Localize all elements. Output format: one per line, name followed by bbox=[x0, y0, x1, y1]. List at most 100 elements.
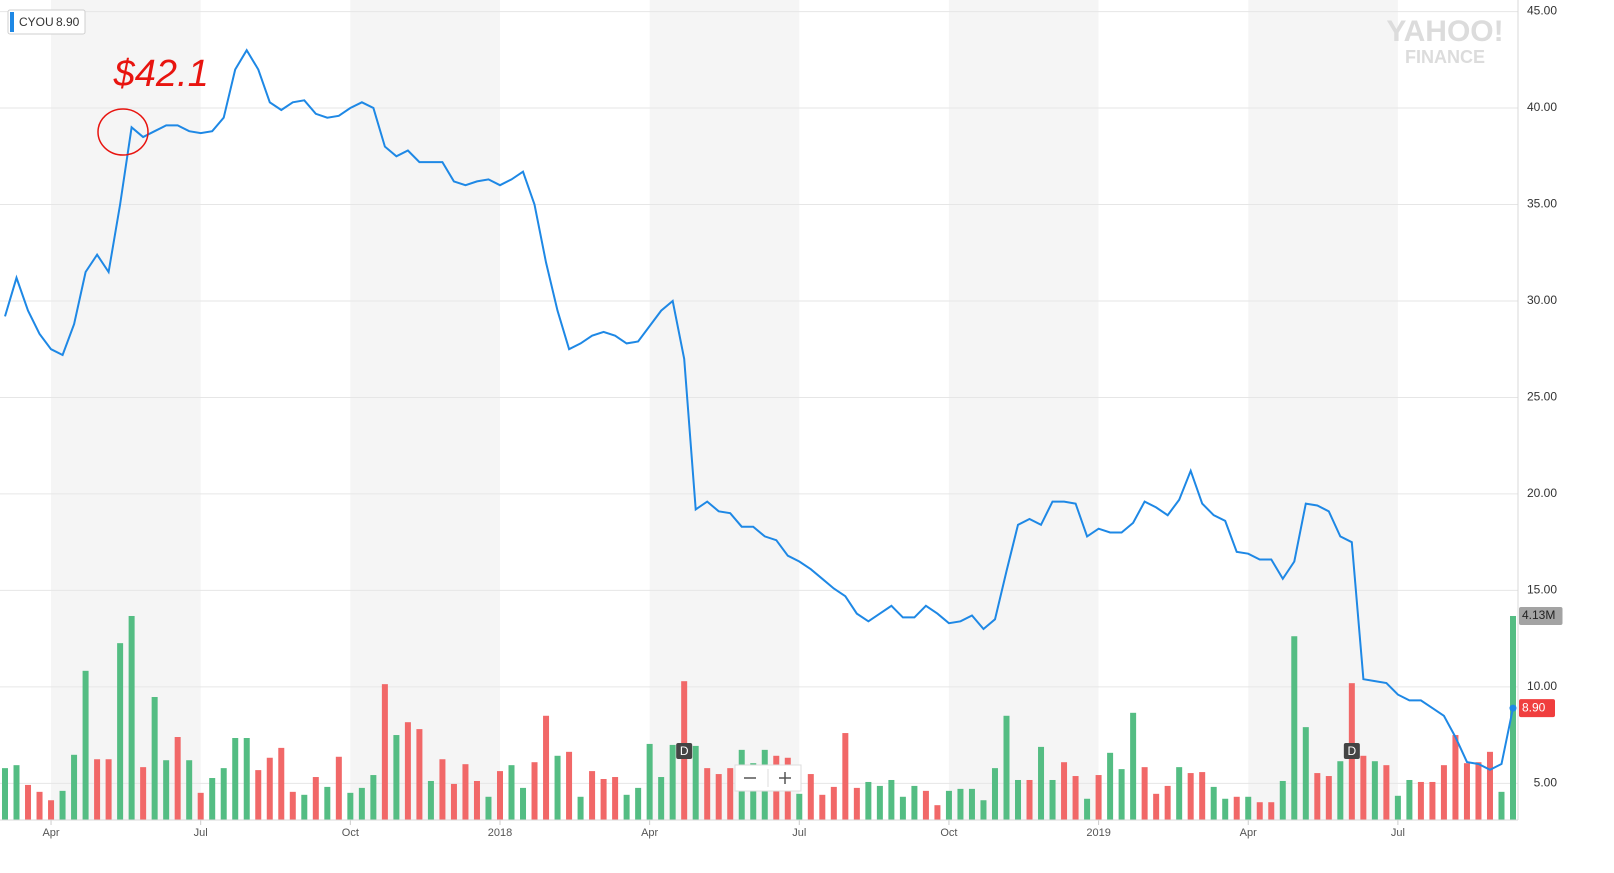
volume-bar bbox=[59, 790, 66, 820]
volume-bar bbox=[727, 768, 734, 820]
volume-bar bbox=[1337, 761, 1344, 820]
volume-bar bbox=[335, 756, 342, 820]
event-label: D bbox=[1348, 744, 1357, 758]
volume-bar bbox=[36, 791, 43, 820]
volume-bar bbox=[1061, 762, 1068, 820]
legend[interactable]: CYOU 8.90 bbox=[7, 9, 86, 35]
volume-bar bbox=[278, 747, 285, 820]
x-tick-label: Apr bbox=[641, 827, 658, 839]
volume-bar bbox=[82, 670, 89, 820]
volume-bar bbox=[980, 800, 987, 820]
volume-bar bbox=[289, 791, 296, 820]
volume-bar bbox=[635, 787, 642, 820]
volume-bar bbox=[496, 771, 503, 820]
volume-bar bbox=[324, 786, 331, 820]
volume-bar bbox=[1279, 780, 1286, 820]
volume-bar bbox=[1176, 767, 1183, 820]
volume-bar bbox=[1394, 795, 1401, 820]
volume-bar bbox=[531, 762, 538, 820]
volume-bar bbox=[1072, 776, 1079, 820]
value-label: 4.13M bbox=[1522, 608, 1555, 622]
price-line bbox=[4, 48, 1514, 771]
volume-bar bbox=[163, 760, 170, 820]
volume-bar bbox=[1314, 773, 1321, 820]
y-tick-label: 5.00 bbox=[1534, 776, 1558, 790]
volume-bar bbox=[416, 729, 423, 820]
volume-bar bbox=[358, 787, 365, 820]
volume-bar bbox=[1003, 715, 1010, 820]
volume-bar bbox=[1095, 775, 1102, 820]
volume-bar bbox=[600, 779, 607, 820]
volume-bar bbox=[922, 790, 929, 820]
volume-bar bbox=[105, 759, 112, 820]
volume-bar bbox=[957, 788, 964, 820]
volume-bar bbox=[934, 805, 941, 820]
volume-bar bbox=[1199, 772, 1206, 820]
volume-bar bbox=[715, 774, 722, 820]
y-tick-label: 35.00 bbox=[1527, 197, 1557, 211]
volume-bar bbox=[439, 759, 446, 820]
quarter-band bbox=[350, 0, 500, 820]
volume-bar bbox=[1038, 746, 1045, 820]
volume-bar bbox=[704, 768, 711, 820]
volume-bar bbox=[94, 759, 101, 820]
y-tick-label: 20.00 bbox=[1527, 486, 1557, 500]
x-tick-label: Jul bbox=[1391, 827, 1405, 839]
volume-bar bbox=[1141, 767, 1148, 820]
volume-bar bbox=[991, 768, 998, 820]
volume-bar bbox=[1118, 769, 1125, 820]
volume-bar bbox=[1383, 765, 1390, 820]
volume-bar bbox=[473, 780, 480, 820]
volume-bar bbox=[1107, 752, 1114, 820]
volume-bar bbox=[1371, 761, 1378, 820]
volume-bar bbox=[669, 744, 676, 820]
zoom-controls[interactable] bbox=[734, 764, 802, 792]
event-marker bbox=[676, 743, 693, 759]
volume-bar bbox=[1440, 765, 1447, 820]
volume-bar bbox=[1325, 776, 1332, 820]
volume-bar bbox=[255, 770, 262, 820]
volume-bar bbox=[750, 763, 757, 820]
volume-bar bbox=[312, 777, 319, 820]
quarter-band bbox=[649, 0, 800, 820]
volume-bar bbox=[1510, 615, 1516, 820]
volume-bar bbox=[1463, 763, 1470, 820]
y-tick-label: 40.00 bbox=[1527, 100, 1557, 114]
volume-bar bbox=[1049, 779, 1056, 820]
volume-bar bbox=[347, 792, 354, 820]
volume-bar bbox=[853, 787, 860, 820]
volume-bar bbox=[589, 771, 596, 820]
volume-bar bbox=[174, 737, 181, 820]
watermark: FINANCE bbox=[1405, 47, 1485, 67]
x-tick-label: 2019 bbox=[1086, 827, 1110, 839]
volume-bar bbox=[577, 796, 584, 820]
volume-bar bbox=[71, 754, 78, 820]
volume-bar bbox=[450, 783, 457, 820]
volume-bar bbox=[140, 767, 147, 820]
y-tick-label: 15.00 bbox=[1527, 583, 1557, 597]
y-tick-label: 45.00 bbox=[1527, 4, 1557, 18]
volume-bar bbox=[381, 684, 388, 820]
legend-label: CYOU bbox=[19, 15, 54, 29]
volume-bar bbox=[393, 735, 400, 820]
quarter-band bbox=[51, 0, 201, 820]
x-tick-label: Jul bbox=[792, 827, 806, 839]
volume-bar bbox=[899, 796, 906, 820]
volume-bar bbox=[1291, 636, 1298, 820]
volume-bar bbox=[1486, 751, 1493, 820]
last-point bbox=[1509, 704, 1517, 712]
volume-bar bbox=[209, 778, 216, 820]
volume-bar bbox=[13, 765, 20, 820]
volume-bar bbox=[370, 775, 377, 820]
value-tag bbox=[1519, 699, 1555, 718]
value-label: 8.90 bbox=[1522, 700, 1546, 714]
volume-bar bbox=[1256, 802, 1263, 820]
volume-bar bbox=[865, 781, 872, 820]
volume-bar bbox=[1302, 727, 1309, 820]
x-tick-label: Oct bbox=[342, 827, 359, 839]
x-tick-label: 2018 bbox=[488, 827, 512, 839]
volume-bar bbox=[819, 794, 826, 820]
volume-bar bbox=[1130, 712, 1137, 820]
legend-box bbox=[7, 9, 86, 35]
